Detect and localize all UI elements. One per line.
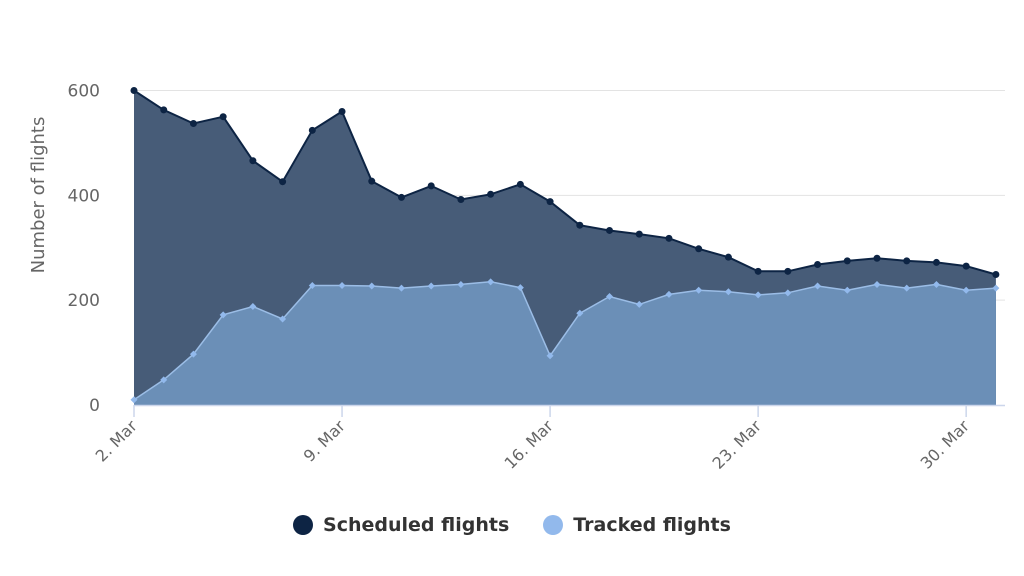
- legend-label: Scheduled flights: [323, 514, 510, 536]
- x-tick-label: 23. Mar: [709, 416, 766, 473]
- data-point[interactable]: [308, 281, 316, 289]
- data-point[interactable]: [695, 245, 703, 253]
- x-tick-label: 9. Mar: [300, 416, 349, 465]
- data-point[interactable]: [665, 290, 673, 298]
- scheduled-dot-icon: [293, 515, 314, 535]
- data-point[interactable]: [368, 282, 376, 290]
- data-point[interactable]: [843, 286, 851, 294]
- x-tick-label: 30. Mar: [917, 416, 974, 473]
- legend-item-tracked[interactable]: Tracked flights: [543, 514, 731, 536]
- data-point[interactable]: [397, 284, 405, 292]
- legend: Scheduled flights Tracked flights: [0, 514, 1024, 536]
- data-point[interactable]: [546, 352, 554, 360]
- tracked-dot-icon: [543, 515, 564, 535]
- data-point[interactable]: [516, 180, 524, 188]
- data-point[interactable]: [992, 270, 1000, 278]
- data-markers: [130, 87, 1000, 404]
- y-tick-label: 600: [68, 82, 100, 102]
- plot-areas: [134, 90, 996, 405]
- data-point[interactable]: [308, 126, 316, 134]
- series-line: [133, 281, 996, 401]
- data-point[interactable]: [962, 262, 970, 270]
- data-point[interactable]: [457, 196, 465, 204]
- data-point[interactable]: [784, 289, 792, 297]
- data-point[interactable]: [665, 234, 673, 242]
- data-point[interactable]: [219, 311, 227, 319]
- y-tick-label: 400: [68, 186, 100, 206]
- data-point[interactable]: [754, 291, 762, 299]
- data-point[interactable]: [932, 258, 940, 266]
- data-point[interactable]: [606, 226, 614, 234]
- data-point[interactable]: [130, 87, 138, 94]
- data-point[interactable]: [903, 257, 911, 265]
- data-point[interactable]: [784, 267, 792, 275]
- data-point[interactable]: [814, 261, 822, 269]
- x-tick-label: 16. Mar: [501, 416, 558, 473]
- data-point[interactable]: [992, 284, 1000, 292]
- data-point[interactable]: [932, 280, 940, 288]
- data-point[interactable]: [516, 284, 524, 292]
- data-point[interactable]: [606, 292, 614, 300]
- data-point[interactable]: [189, 350, 197, 358]
- series-line: [133, 89, 997, 276]
- data-point[interactable]: [814, 282, 822, 290]
- x-axis: 2. Mar 9. Mar 16. Mar 23. Mar 30. Mar: [92, 404, 1005, 473]
- data-point[interactable]: [487, 190, 495, 198]
- data-point[interactable]: [695, 286, 703, 294]
- data-point[interactable]: [189, 120, 197, 128]
- data-point[interactable]: [576, 221, 584, 229]
- data-point[interactable]: [635, 230, 643, 238]
- data-point[interactable]: [903, 284, 911, 292]
- data-point[interactable]: [427, 282, 435, 290]
- legend-label: Tracked flights: [573, 514, 731, 536]
- data-point[interactable]: [130, 396, 138, 404]
- data-point[interactable]: [873, 280, 881, 288]
- data-point[interactable]: [843, 257, 851, 265]
- data-point[interactable]: [279, 178, 287, 186]
- data-point[interactable]: [338, 107, 346, 115]
- y-tick-label: 200: [68, 291, 100, 311]
- data-point[interactable]: [338, 281, 346, 289]
- data-point[interactable]: [427, 182, 435, 190]
- data-point[interactable]: [962, 286, 970, 294]
- data-point[interactable]: [219, 113, 227, 121]
- data-point[interactable]: [397, 193, 405, 201]
- area-1: [134, 281, 996, 405]
- legend-item-scheduled[interactable]: Scheduled flights: [293, 514, 509, 536]
- data-point[interactable]: [724, 288, 732, 296]
- y-axis-label: Number of flights: [28, 117, 49, 274]
- data-point[interactable]: [873, 254, 881, 262]
- data-point[interactable]: [457, 280, 465, 288]
- data-point[interactable]: [160, 376, 168, 384]
- data-point[interactable]: [635, 300, 643, 308]
- data-point[interactable]: [249, 157, 257, 165]
- plot-lines: [133, 89, 997, 401]
- data-point[interactable]: [487, 278, 495, 286]
- data-point[interactable]: [576, 309, 584, 317]
- data-point[interactable]: [724, 253, 732, 261]
- data-point[interactable]: [368, 177, 376, 185]
- data-point[interactable]: [249, 302, 257, 310]
- data-point[interactable]: [279, 315, 287, 323]
- data-point[interactable]: [160, 106, 168, 114]
- data-point[interactable]: [754, 267, 762, 275]
- y-axis: 0 200 400 600: [68, 82, 100, 417]
- data-point[interactable]: [546, 198, 554, 206]
- y-tick-label: 0: [89, 396, 100, 416]
- x-tick-label: 2. Mar: [92, 416, 141, 465]
